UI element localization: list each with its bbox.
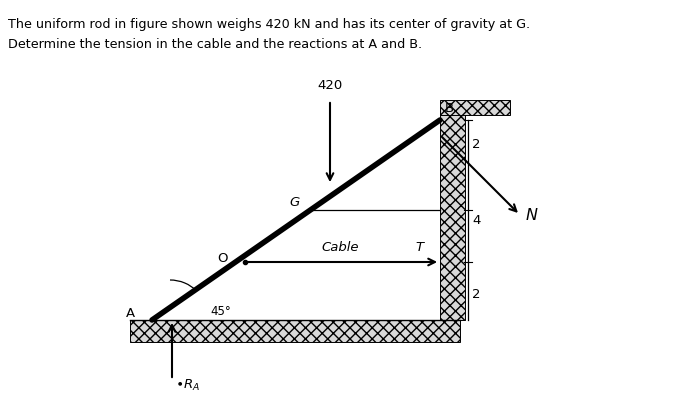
Text: O: O (217, 251, 228, 264)
Polygon shape (130, 320, 460, 342)
Text: A: A (126, 307, 135, 320)
Text: 420: 420 (318, 79, 343, 92)
Text: Cable: Cable (321, 241, 359, 254)
Text: Determine the tension in the cable and the reactions at A and B.: Determine the tension in the cable and t… (8, 38, 422, 51)
Polygon shape (440, 100, 510, 115)
Text: G: G (290, 197, 300, 210)
Text: 45°: 45° (210, 305, 231, 318)
Text: B: B (445, 102, 454, 115)
Text: 4: 4 (472, 214, 480, 226)
Text: 2: 2 (472, 289, 481, 301)
Text: The uniform rod in figure shown weighs 420 kN and has its center of gravity at G: The uniform rod in figure shown weighs 4… (8, 18, 530, 31)
Text: 2: 2 (472, 139, 481, 152)
Polygon shape (440, 108, 465, 320)
Text: T: T (415, 241, 423, 254)
Text: $\mathit{N}$: $\mathit{N}$ (525, 207, 539, 223)
Text: $\bullet R_A$: $\bullet R_A$ (175, 378, 200, 393)
